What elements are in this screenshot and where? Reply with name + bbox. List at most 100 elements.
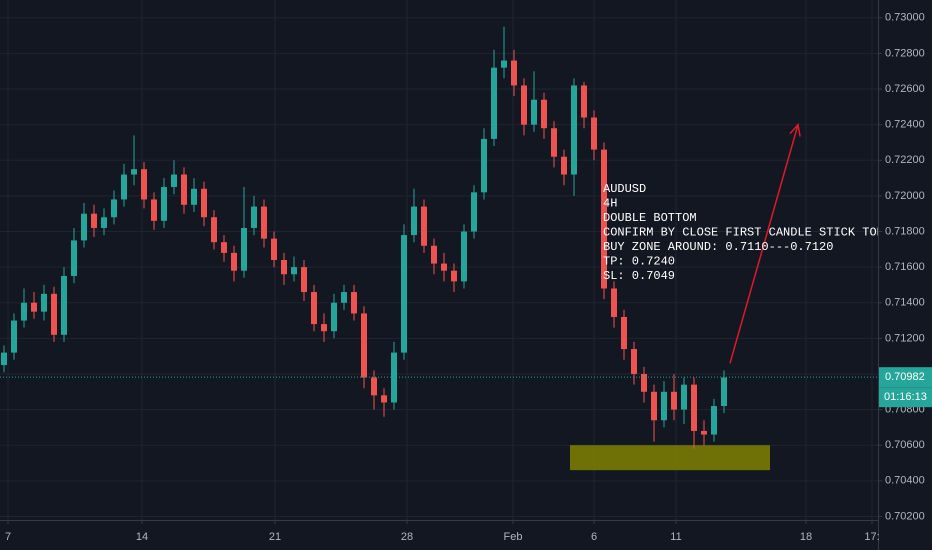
candle-body (31, 302, 37, 312)
x-tick-label: 6 (591, 531, 597, 543)
candle-body (41, 293, 47, 312)
candle-body (491, 67, 497, 139)
x-tick-label: 17: (864, 531, 879, 543)
candle-body (51, 293, 57, 335)
candle-body (201, 188, 207, 218)
candle-body (641, 373, 647, 392)
annotation-text: BUY ZONE AROUND: 0.7110---0.7120 (603, 240, 833, 254)
candle-body (411, 206, 417, 236)
candle-body (301, 267, 307, 293)
candle-body (431, 245, 437, 264)
y-tick-label: 0.73000 (885, 12, 925, 24)
candle-body (481, 138, 487, 193)
candle-body (461, 231, 467, 282)
candle-body (371, 377, 377, 396)
y-tick-label: 0.72800 (885, 47, 925, 59)
x-tick-label: 18 (800, 531, 812, 543)
candle-body (401, 235, 407, 353)
countdown-badge (879, 387, 932, 408)
time-axis (0, 520, 878, 550)
y-tick-label: 0.72600 (885, 83, 925, 95)
arrow-head (789, 122, 801, 137)
candle-body (131, 169, 137, 175)
candle-body (61, 276, 67, 335)
annotation-text: SL: 0.7049 (603, 269, 675, 283)
candle-body (21, 302, 27, 321)
x-tick-label: Feb (504, 531, 523, 543)
candle-body (521, 85, 527, 125)
candle-body (511, 60, 517, 86)
last-price-badge (879, 367, 932, 388)
candle-body (291, 267, 297, 275)
candle-body (541, 99, 547, 129)
annotation-text: CONFIRM BY CLOSE FIRST CANDLE STICK TOP … (603, 226, 905, 240)
candle-body (581, 85, 587, 118)
y-tick-label: 0.70200 (885, 510, 925, 522)
candle-body (281, 260, 287, 275)
candle-body (611, 288, 617, 317)
y-tick-label: 0.71800 (885, 225, 925, 237)
candle-body (181, 174, 187, 205)
candle-body (601, 149, 607, 289)
y-tick-label: 0.70600 (885, 439, 925, 451)
candle-body (341, 292, 347, 303)
candle-body (441, 263, 447, 271)
candle-body (271, 238, 277, 260)
annotation-text: AUDUSD (603, 182, 646, 196)
candle-body (231, 252, 237, 271)
candle-body (161, 186, 167, 221)
candle-body (501, 60, 507, 68)
countdown-label: 01:16:13 (884, 391, 927, 403)
y-tick-label: 0.70400 (885, 475, 925, 487)
candle-body (241, 227, 247, 271)
y-tick-label: 0.71400 (885, 297, 925, 309)
candle-body (551, 128, 557, 157)
x-tick-label: 7 (5, 531, 11, 543)
candle-body (471, 192, 477, 232)
y-tick-label: 0.72000 (885, 190, 925, 202)
candle-body (721, 377, 727, 407)
candle-body (661, 391, 667, 421)
y-tick-label: 0.71600 (885, 261, 925, 273)
candle-body (311, 292, 317, 325)
annotation-text: TP: 0.7240 (603, 255, 675, 269)
candle-body (591, 117, 597, 150)
candle-body (361, 313, 367, 378)
candle-body (261, 206, 267, 239)
candle-body (351, 292, 357, 314)
candle-body (71, 240, 77, 277)
candle-body (711, 406, 717, 435)
candle-body (251, 206, 257, 228)
candle-body (151, 199, 157, 221)
candle-body (171, 174, 177, 187)
candle-body (561, 156, 567, 175)
candle-body (141, 169, 147, 200)
candle-body (701, 430, 707, 435)
candle-body (531, 99, 537, 125)
candle-body (671, 391, 677, 410)
x-tick-label: 11 (670, 531, 681, 543)
buy-zone (570, 445, 770, 471)
candle-body (451, 270, 457, 282)
candle-body (11, 320, 17, 353)
last-price-label: 0.70982 (885, 371, 925, 383)
candle-body (121, 174, 127, 200)
candle-body (381, 395, 387, 403)
y-tick-label: 0.72400 (885, 119, 925, 131)
candle-body (91, 213, 97, 228)
candle-body (631, 349, 637, 374)
candle-body (111, 199, 117, 218)
candle-body (211, 217, 217, 243)
candle-body (321, 324, 327, 332)
y-tick-label: 0.71200 (885, 332, 925, 344)
arrow-line (729, 124, 799, 364)
x-tick-label: 14 (136, 531, 148, 543)
annotation-text: 4H (603, 197, 617, 211)
candle-body (681, 384, 687, 410)
candle-body (191, 188, 197, 205)
x-tick-label: 21 (269, 531, 281, 543)
candle-body (101, 217, 107, 228)
price-axis (878, 0, 932, 550)
candle-body (81, 213, 87, 241)
